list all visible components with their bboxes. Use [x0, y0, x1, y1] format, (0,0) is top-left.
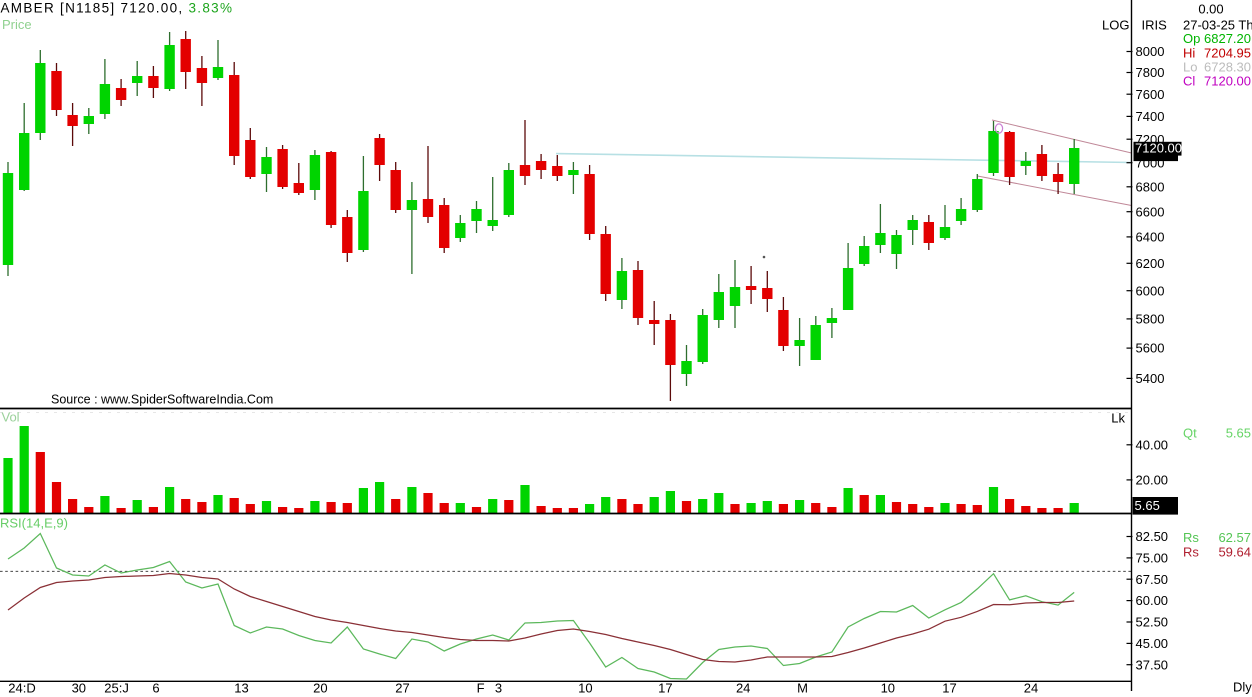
- svg-text:60.00: 60.00: [1136, 593, 1169, 608]
- svg-text:RSI(14,E,9): RSI(14,E,9): [0, 515, 68, 530]
- svg-text:7120.00: 7120.00: [1135, 141, 1182, 156]
- svg-text:52.50: 52.50: [1136, 615, 1169, 630]
- svg-text:13: 13: [234, 680, 248, 695]
- svg-text:Op: Op: [1183, 31, 1200, 46]
- svg-text:10: 10: [578, 680, 592, 695]
- svg-text:Hi: Hi: [1183, 45, 1195, 60]
- svg-text:Qt: Qt: [1183, 426, 1197, 441]
- svg-text:25:J: 25:J: [104, 680, 129, 695]
- svg-text:7120.00: 7120.00: [1204, 73, 1251, 88]
- svg-text:24: 24: [736, 680, 750, 695]
- svg-text:Dly: Dly: [1233, 680, 1252, 695]
- svg-text:6800: 6800: [1136, 179, 1165, 194]
- svg-text:17: 17: [942, 680, 956, 695]
- svg-text:24: 24: [1024, 680, 1038, 695]
- svg-text:7600: 7600: [1136, 87, 1165, 102]
- svg-text:Cl: Cl: [1183, 73, 1195, 88]
- svg-text:40.00: 40.00: [1136, 437, 1169, 452]
- svg-text:Rs: Rs: [1183, 545, 1199, 560]
- svg-text:6: 6: [152, 680, 159, 695]
- svg-text:AMBER [N1185] 7120.00, 3.83%: AMBER [N1185] 7120.00, 3.83%: [1, 1, 234, 16]
- svg-text:Source : www.SpiderSoftwareInd: Source : www.SpiderSoftwareIndia.Com: [51, 393, 273, 407]
- svg-text:Rs: Rs: [1183, 530, 1199, 545]
- svg-text:75.00: 75.00: [1136, 551, 1169, 566]
- svg-text:0.00: 0.00: [1198, 2, 1223, 17]
- svg-text:F: F: [477, 680, 485, 695]
- svg-text:7400: 7400: [1136, 109, 1165, 124]
- svg-text:Lo: Lo: [1183, 60, 1197, 75]
- svg-text:6600: 6600: [1136, 204, 1165, 219]
- svg-text:LOG: LOG: [1102, 17, 1129, 32]
- svg-text:6000: 6000: [1136, 283, 1165, 298]
- svg-text:5800: 5800: [1136, 312, 1165, 327]
- svg-text:7204.95: 7204.95: [1204, 45, 1251, 60]
- svg-text:17: 17: [658, 680, 672, 695]
- svg-text:24:D: 24:D: [8, 680, 35, 695]
- svg-text:Price: Price: [2, 17, 32, 32]
- svg-text:6400: 6400: [1136, 230, 1165, 245]
- svg-text:3: 3: [495, 680, 502, 695]
- svg-text:7800: 7800: [1136, 65, 1165, 80]
- svg-text:5.65: 5.65: [1135, 498, 1160, 513]
- svg-text:67.50: 67.50: [1136, 572, 1169, 587]
- svg-text:10: 10: [881, 680, 895, 695]
- svg-text:20.00: 20.00: [1136, 473, 1169, 488]
- svg-text:20: 20: [313, 680, 327, 695]
- svg-text:6827.20: 6827.20: [1204, 31, 1251, 46]
- svg-text:5600: 5600: [1136, 341, 1165, 356]
- svg-text:Lk: Lk: [1111, 411, 1125, 426]
- svg-text:45.00: 45.00: [1136, 636, 1169, 651]
- svg-text:8000: 8000: [1136, 44, 1165, 59]
- svg-text:5.65: 5.65: [1226, 426, 1251, 441]
- svg-text:30: 30: [72, 680, 86, 695]
- svg-text:M: M: [797, 680, 808, 695]
- svg-text:62.57: 62.57: [1218, 530, 1251, 545]
- svg-text:6728.30: 6728.30: [1204, 60, 1251, 75]
- svg-text:37.50: 37.50: [1136, 657, 1169, 672]
- svg-text:82.50: 82.50: [1136, 529, 1169, 544]
- svg-text:Vol: Vol: [2, 410, 20, 425]
- svg-text:59.64: 59.64: [1218, 545, 1251, 560]
- svg-text:5400: 5400: [1136, 371, 1165, 386]
- svg-text:27-03-25 Th: 27-03-25 Th: [1183, 17, 1252, 32]
- svg-text:6200: 6200: [1136, 256, 1165, 271]
- svg-text:27: 27: [395, 680, 409, 695]
- svg-text:IRIS: IRIS: [1142, 17, 1168, 32]
